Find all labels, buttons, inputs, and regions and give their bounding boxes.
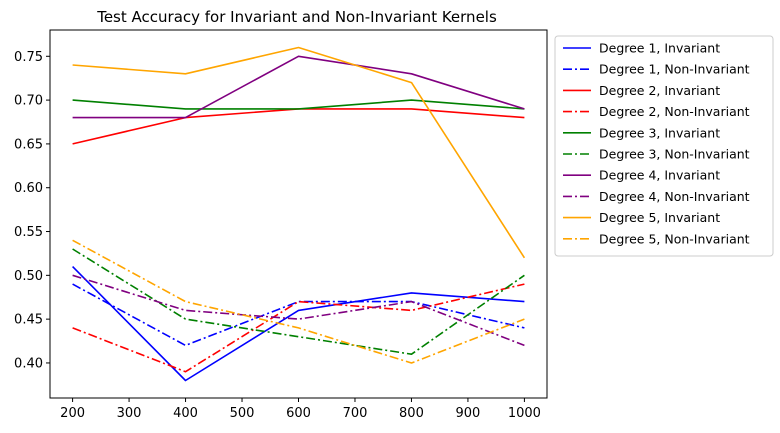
y-tick-label: 0.40	[14, 356, 43, 371]
series-line-7	[72, 55, 525, 119]
series-line-6	[72, 248, 525, 356]
y-tick-label: 0.65	[14, 137, 43, 152]
axes-frame	[49, 29, 548, 399]
series-lines	[72, 46, 526, 382]
legend-entry: Degree 3, Invariant	[599, 125, 720, 140]
legend-entry: Degree 5, Non-Invariant	[599, 231, 750, 246]
series-line-5	[72, 99, 525, 110]
legend-entry: Degree 5, Invariant	[599, 210, 720, 225]
x-tick-label: 300	[117, 406, 142, 421]
x-tick-label: 1000	[508, 406, 541, 421]
series-line-8	[72, 274, 525, 347]
x-tick-label: 600	[286, 406, 311, 421]
plot-area: 200 300 400 500 600 700 800 900 1000 0.40 0.45 0.50…	[14, 50, 541, 421]
legend-entry: Degree 2, Invariant	[599, 83, 720, 98]
x-tick-label: 500	[230, 406, 255, 421]
legend-box	[554, 35, 774, 257]
legend-entry: Degree 1, Invariant	[599, 41, 720, 56]
series-line-2	[72, 283, 525, 347]
plot-frame	[49, 29, 548, 399]
x-tick-label: 200	[60, 406, 85, 421]
y-tick-label: 0.45	[14, 313, 43, 328]
y-tick-label: 0.60	[14, 181, 43, 196]
legend-entry: Degree 3, Non-Invariant	[599, 147, 750, 162]
series-line-10	[72, 239, 525, 364]
y-tick-label: 0.70	[14, 94, 43, 109]
legend-entry: Degree 2, Non-Invariant	[599, 104, 750, 119]
legend: Degree 1, Invariant Degree 1, Non-Invaria…	[554, 35, 774, 257]
series-line-3	[72, 108, 525, 145]
series-line-9	[72, 46, 526, 259]
x-tick-label: 400	[173, 406, 198, 421]
y-tick-label: 0.55	[14, 225, 43, 240]
y-tick-label: 0.75	[14, 50, 43, 65]
chart-title: Test Accuracy for Invariant and Non-Inva…	[96, 8, 497, 26]
series-line-1	[72, 266, 525, 382]
x-tick-label: 900	[456, 406, 481, 421]
y-tick-label: 0.50	[14, 269, 43, 284]
legend-entry: Degree 4, Non-Invariant	[599, 189, 750, 204]
series-line-4	[72, 283, 525, 373]
legend-entry: Degree 1, Non-Invariant	[599, 62, 750, 77]
legend-entry: Degree 4, Invariant	[599, 168, 720, 183]
x-tick-label: 700	[343, 406, 368, 421]
x-tick-label: 800	[399, 406, 424, 421]
